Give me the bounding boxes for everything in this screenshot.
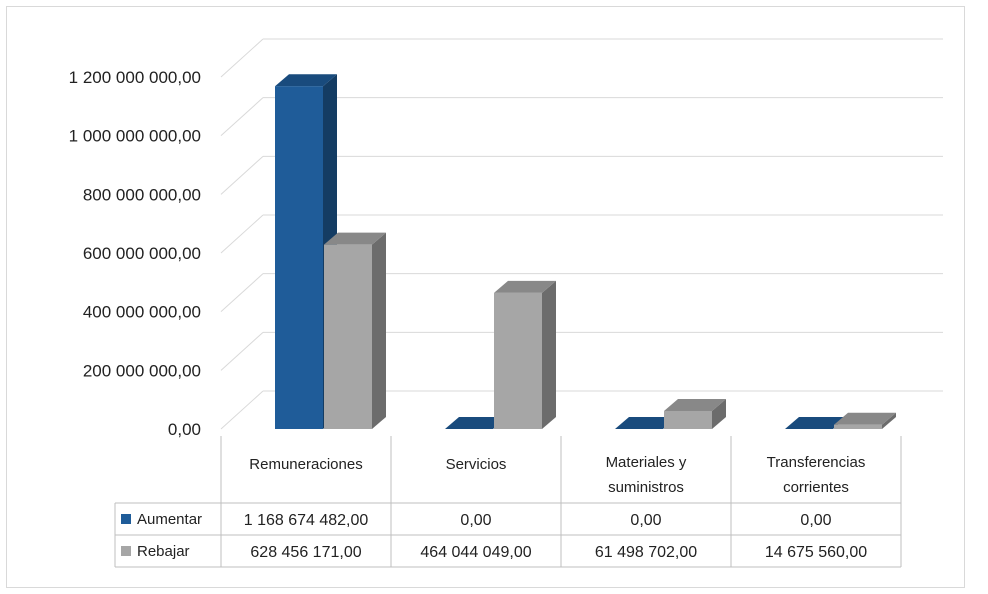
data-table-value: 61 498 702,00 bbox=[595, 544, 697, 561]
y-tick-label: 600 000 000,00 bbox=[83, 244, 201, 263]
bar-top-rebajar bbox=[664, 398, 726, 411]
bar-top-aumentar bbox=[615, 417, 677, 429]
bar-rebajar bbox=[834, 424, 882, 429]
y-tick-label: 1 200 000 000,00 bbox=[69, 68, 201, 87]
bar-side-rebajar bbox=[372, 232, 386, 429]
bar-side-rebajar bbox=[882, 412, 896, 429]
data-table-value: 0,00 bbox=[630, 512, 661, 529]
data-table-value: 0,00 bbox=[800, 512, 831, 529]
bar-side-rebajar bbox=[542, 280, 556, 429]
bar-top-rebajar bbox=[834, 412, 896, 425]
chart-frame: 0,00 200 000 000,00 400 000 000,00 600 000 … bbox=[6, 6, 965, 588]
category-label: Remuneraciones bbox=[249, 456, 362, 473]
legend-label: Aumentar bbox=[137, 511, 202, 528]
y-tick-label: 200 000 000,00 bbox=[83, 361, 201, 380]
category-label: Materiales y bbox=[606, 454, 687, 471]
bar-rebajar bbox=[324, 244, 372, 429]
y-tick-label: 1 000 000 000,00 bbox=[69, 127, 201, 146]
bar-aumentar bbox=[275, 86, 323, 430]
bar-top-rebajar bbox=[494, 280, 556, 293]
gridline-side bbox=[220, 155, 264, 195]
data-table-value: 464 044 049,00 bbox=[420, 544, 531, 561]
bar-side-rebajar bbox=[712, 398, 726, 429]
bar-rebajar bbox=[664, 410, 712, 429]
gridline-side bbox=[220, 390, 264, 430]
y-tick-label: 800 000 000,00 bbox=[83, 185, 201, 204]
bar-top-aumentar bbox=[445, 417, 507, 429]
bar-top-aumentar bbox=[275, 74, 337, 87]
bar-top-aumentar bbox=[785, 417, 847, 429]
data-table-value: 628 456 171,00 bbox=[250, 544, 361, 561]
category-label: suministros bbox=[608, 479, 684, 496]
category-label: Transferencias bbox=[767, 454, 866, 471]
chart: 0,00 200 000 000,00 400 000 000,00 600 000 … bbox=[69, 38, 943, 568]
category-label: corrientes bbox=[783, 479, 849, 496]
gridline-side bbox=[220, 273, 264, 313]
legend-label: Rebajar bbox=[137, 543, 190, 560]
bar-top-rebajar bbox=[324, 232, 386, 245]
category-label: Servicios bbox=[446, 456, 507, 473]
data-table-value: 0,00 bbox=[460, 512, 491, 529]
bar-rebajar bbox=[494, 292, 542, 429]
data-table-value: 14 675 560,00 bbox=[765, 544, 867, 561]
y-tick-label: 0,00 bbox=[168, 420, 201, 439]
gridline-side bbox=[220, 214, 264, 254]
data-table-value: 1 168 674 482,00 bbox=[244, 512, 369, 529]
legend-swatch-rebajar bbox=[121, 546, 131, 556]
gridline-side bbox=[220, 97, 264, 137]
gridline-side bbox=[220, 38, 264, 78]
y-tick-label: 400 000 000,00 bbox=[83, 303, 201, 322]
gridline-side bbox=[220, 331, 264, 371]
legend-swatch-aumentar bbox=[121, 514, 131, 524]
